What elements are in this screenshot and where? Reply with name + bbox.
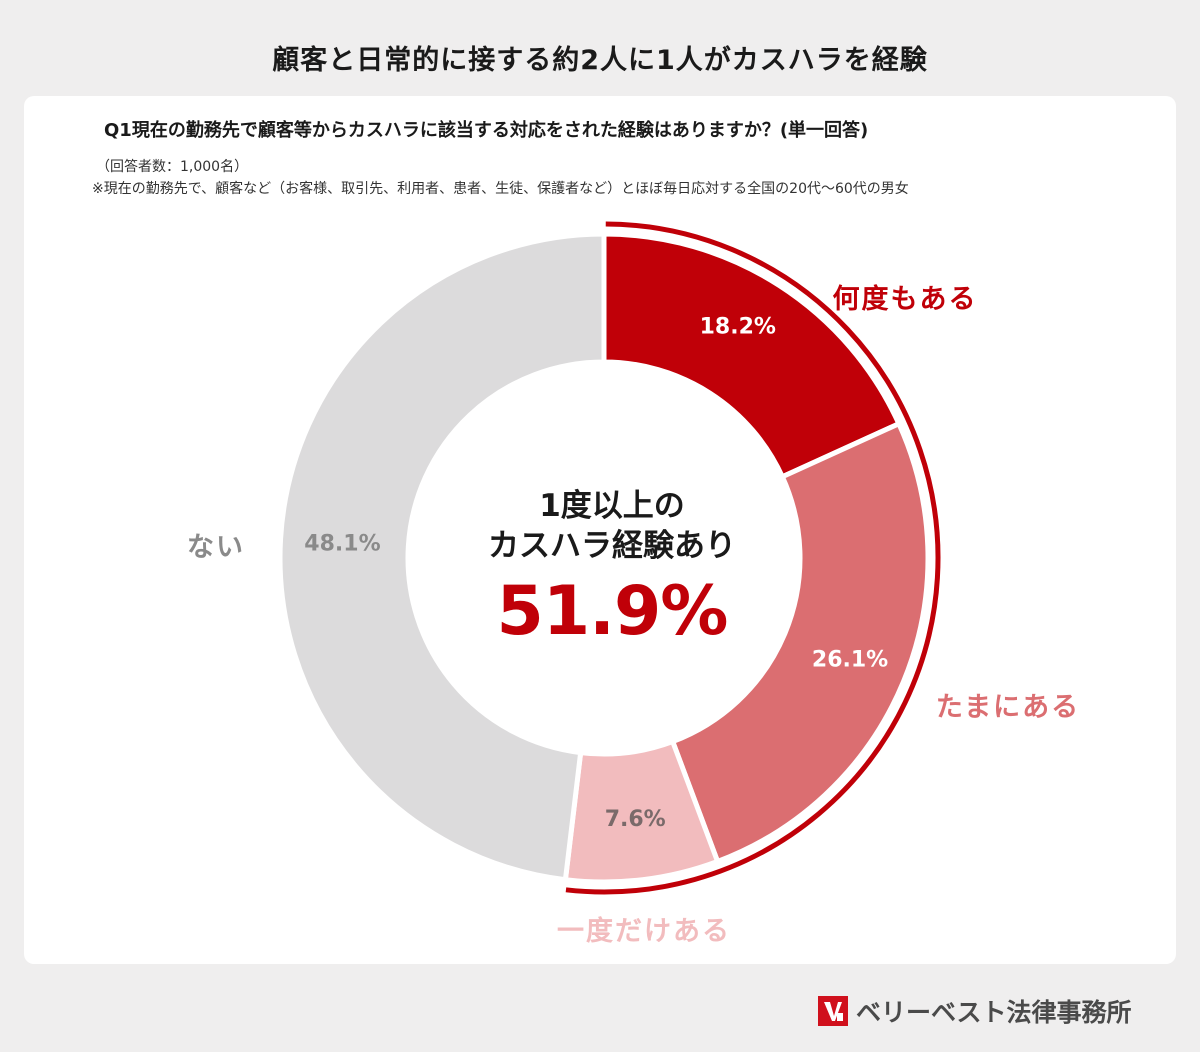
center-label-line1: 1度以上の [539,488,685,524]
center-total-value: 51.9% [496,572,729,651]
question-text: Q1現在の勤務先で顧客等からカスハラに該当する対応をされた経験はありますか？(単… [104,120,869,141]
slice-name-label: ない [187,532,245,563]
brand-name: ベリーベスト法律事務所 [856,998,1132,1027]
slice-value-label: 26.1% [812,647,888,672]
highlight-arc [565,221,941,895]
slice-4 [277,231,607,883]
center-label-line2: カスハラ経験あり [488,528,736,564]
respondents-note: （回答者数：1,000名） [96,159,249,175]
vb-logo-icon [818,996,848,1026]
population-note: ※現在の勤務先で、顧客など（お客様、取引先、利用者、患者、生徒、保護者など）とほ… [92,181,909,197]
footer-brand: ベリーベスト法律事務所 [818,994,1132,1028]
headline: 顧客と日常的に接する約2人に1人がカスハラを経験 [272,45,928,76]
slice-value-label: 7.6% [605,807,666,832]
slice-name-label: たまにある [936,692,1080,723]
slice-1 [601,231,903,481]
slice-value-label: 48.1% [304,531,380,556]
slice-name-label: 一度だけある [557,915,731,947]
slice-name-label: 何度もある [833,283,978,315]
slice-2 [669,420,931,865]
slice-value-label: 18.2% [700,315,776,340]
